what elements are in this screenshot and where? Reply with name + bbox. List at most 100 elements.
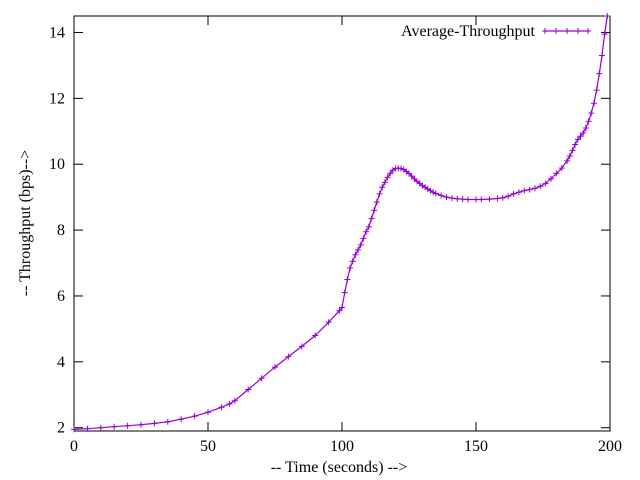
- data-point: [494, 195, 501, 202]
- data-point: [285, 353, 292, 360]
- y-tick-label: 6: [57, 288, 65, 305]
- legend-marker: [553, 28, 559, 34]
- legend-marker: [542, 28, 548, 34]
- data-point: [124, 422, 131, 429]
- legend: Average-Throughput: [401, 23, 591, 40]
- data-point: [526, 186, 533, 193]
- data-point: [360, 235, 367, 242]
- data-point: [376, 190, 383, 197]
- data-point: [357, 241, 364, 248]
- data-point: [574, 136, 581, 143]
- legend-marker: [585, 28, 591, 34]
- plot-border: [73, 15, 611, 432]
- data-point: [531, 185, 538, 192]
- data-point: [344, 276, 351, 283]
- data-point: [590, 100, 597, 107]
- data-point: [231, 397, 238, 404]
- data-point: [464, 196, 471, 203]
- data-point: [379, 184, 386, 191]
- data-point: [97, 424, 104, 431]
- data-point: [336, 307, 343, 314]
- data-point: [454, 195, 461, 202]
- data-point: [205, 409, 211, 416]
- data-point: [365, 223, 372, 230]
- data-point: [355, 246, 362, 253]
- data-point: [84, 425, 91, 432]
- legend-label: Average-Throughput: [401, 23, 535, 40]
- data-point: [548, 175, 555, 182]
- data-point: [363, 228, 370, 235]
- x-tick-label: 0: [70, 438, 78, 455]
- x-tick-label: 150: [464, 438, 488, 455]
- data-point: [430, 189, 437, 196]
- data-point: [347, 264, 354, 271]
- data-point: [384, 174, 391, 181]
- data-point: [381, 179, 388, 186]
- data-point: [312, 332, 319, 339]
- data-point: [397, 165, 404, 172]
- plot-frame: [73, 15, 611, 432]
- x-tick-label: 200: [598, 438, 622, 455]
- data-point: [459, 196, 466, 203]
- data-point: [553, 170, 560, 177]
- data-point: [598, 52, 605, 59]
- data-point: [298, 343, 305, 350]
- data-point: [164, 418, 171, 425]
- data-point: [432, 190, 439, 197]
- data-point: [406, 170, 412, 177]
- data-point: [558, 165, 565, 172]
- data-point: [499, 194, 506, 201]
- y-axis: 2 4 6 8 10 12 14: [49, 24, 610, 437]
- data-point: [473, 196, 479, 203]
- y-tick-label: 4: [57, 354, 65, 371]
- data-point: [569, 147, 576, 154]
- data-point: [521, 187, 528, 194]
- data-point: [505, 193, 512, 200]
- y-tick-label: 12: [49, 90, 65, 107]
- data-point: [245, 386, 252, 393]
- data-point: [542, 180, 549, 187]
- y-tick-label: 2: [57, 420, 65, 437]
- y-tick-label: 8: [57, 222, 65, 239]
- data-point: [258, 375, 265, 382]
- data-point: [601, 31, 608, 38]
- data-point: [585, 118, 592, 125]
- x-axis: 0 50 100 150 200: [70, 16, 622, 455]
- series-line: [73, 15, 608, 430]
- data-point: [373, 199, 380, 206]
- data-point: [593, 87, 600, 94]
- data-point: [564, 157, 571, 164]
- x-tick-label: 50: [200, 438, 216, 455]
- data-point: [138, 421, 144, 428]
- y-tick-label: 10: [49, 156, 65, 173]
- legend-marker: [575, 28, 581, 34]
- data-point: [604, 13, 611, 19]
- data-point: [325, 319, 332, 326]
- data-point: [438, 192, 445, 199]
- data-point: [368, 215, 375, 222]
- data-point: [151, 420, 158, 427]
- data-point: [566, 152, 573, 159]
- data-point: [339, 304, 345, 311]
- data-point: [448, 195, 455, 202]
- data-point: [486, 196, 493, 203]
- data-point: [352, 251, 359, 258]
- data-point: [408, 173, 415, 180]
- data-point: [272, 364, 278, 371]
- data-point: [478, 196, 485, 203]
- data-point: [588, 110, 595, 117]
- data-point: [537, 183, 544, 190]
- data-point: [226, 400, 233, 407]
- data-point: [577, 133, 584, 140]
- data-point: [572, 141, 579, 148]
- data-point: [515, 189, 522, 196]
- data-point: [111, 423, 118, 430]
- x-axis-label: -- Time (seconds) -->: [271, 459, 408, 476]
- data-point: [349, 258, 356, 265]
- y-axis-label: -- Throughput (bps)-->: [17, 150, 34, 296]
- data-point: [71, 426, 77, 433]
- data-point: [191, 413, 198, 420]
- legend-marker: [564, 28, 570, 34]
- data-point: [387, 170, 394, 177]
